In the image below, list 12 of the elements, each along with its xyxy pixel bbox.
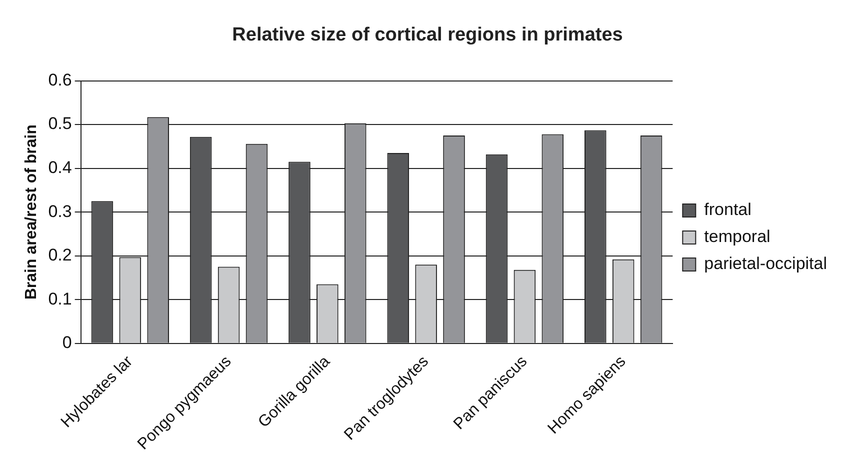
y-axis-title: Brain area/rest of brain	[23, 124, 40, 300]
legend-label: temporal	[704, 227, 770, 246]
chart-title: Relative size of cortical regions in primates	[232, 24, 623, 46]
y-tick-label: 0.2	[48, 246, 72, 265]
legend-label: parietal-occipital	[704, 254, 828, 274]
y-tick-label: 0.6	[48, 70, 72, 90]
y-tick-label: 0.3	[48, 202, 72, 221]
y-tick-label: 0	[62, 333, 72, 352]
y-tick-label: 0.1	[48, 289, 72, 308]
y-tick-label: 0.5	[48, 114, 72, 134]
y-tick-label: 0.4	[48, 158, 72, 178]
legend-label: frontal	[704, 200, 752, 220]
